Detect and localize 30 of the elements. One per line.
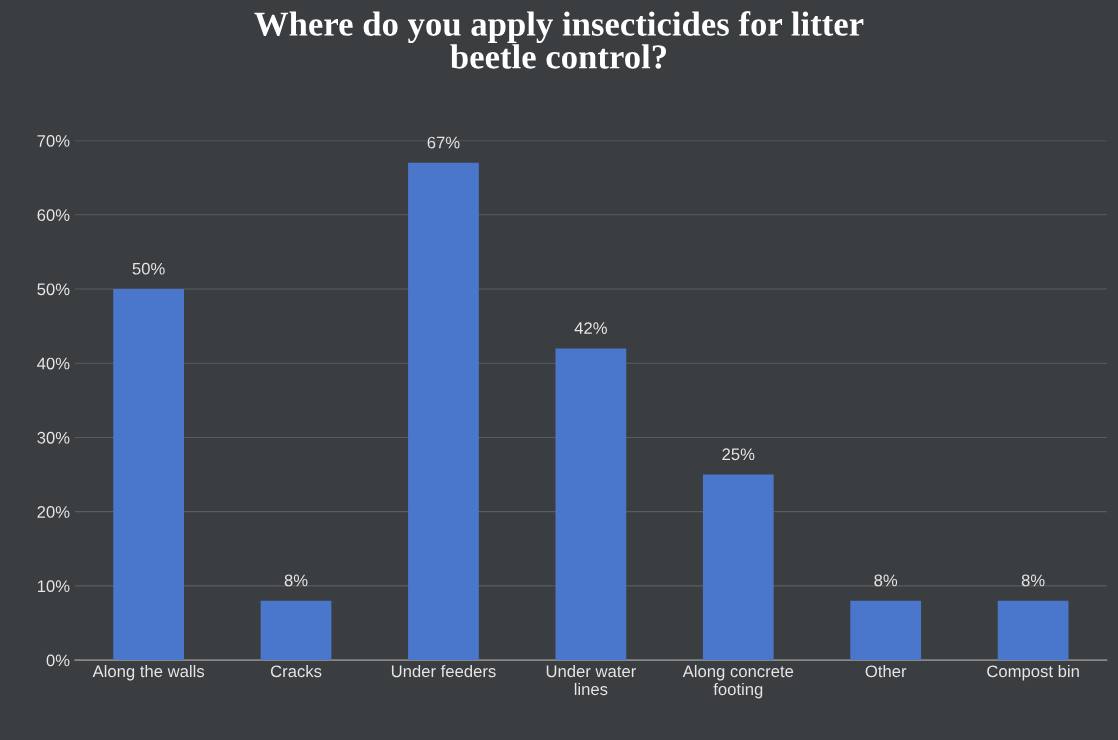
- bar: [113, 289, 184, 661]
- x-tick-label: Along the walls: [92, 664, 205, 681]
- x-tick-label: Under feeders: [391, 664, 496, 678]
- bar: [260, 600, 332, 661]
- data-label: 50%: [132, 262, 165, 275]
- data-label: 67%: [427, 136, 460, 149]
- data-label: 8%: [1021, 574, 1045, 587]
- bar: [702, 474, 774, 661]
- y-tick-label: 20%: [37, 506, 70, 518]
- y-tick-label: 10%: [37, 580, 70, 593]
- bar: [997, 600, 1069, 661]
- data-label: 8%: [284, 574, 308, 587]
- y-tick-label: 40%: [37, 357, 70, 370]
- x-tick-label: Other: [865, 664, 907, 678]
- x-tick-label: Cracks: [270, 664, 322, 678]
- bar: [555, 348, 627, 661]
- x-tick-label: Compost bin: [987, 664, 1079, 681]
- y-tick-label: 70%: [37, 135, 70, 147]
- y-tick-label: 30%: [37, 431, 70, 444]
- data-label: 42%: [574, 322, 607, 334]
- chart-title: Where do you apply insecticides for litter beetle control?: [254, 11, 864, 69]
- data-label: 8%: [874, 574, 898, 587]
- x-tick-label: Under water lines: [546, 664, 636, 696]
- y-tick-label: 0%: [46, 654, 70, 667]
- y-tick-label: 60%: [37, 209, 70, 222]
- bar: [850, 600, 922, 661]
- data-label: 25%: [722, 448, 755, 461]
- bar: [408, 162, 479, 661]
- y-tick-label: 50%: [37, 283, 70, 296]
- x-tick-label: Along concrete footing: [682, 664, 794, 699]
